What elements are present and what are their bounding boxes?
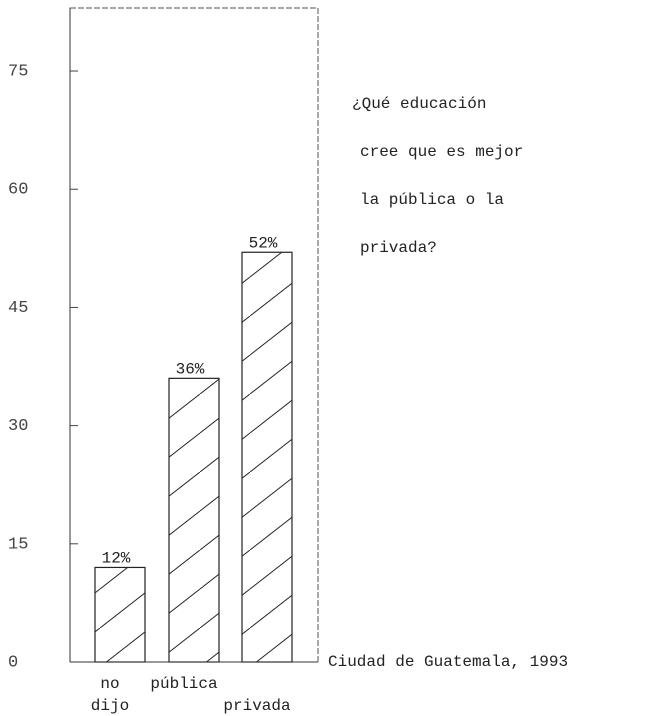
bar xyxy=(94,566,146,663)
question-line: la pública o la xyxy=(360,191,504,209)
note: Ciudad de Guatemala, 1993 xyxy=(328,653,568,671)
question-line: ¿Qué educación xyxy=(352,95,486,113)
y-tick-label: 75 xyxy=(8,63,28,82)
x-tick-label: pública xyxy=(150,675,218,693)
value-label: 52% xyxy=(249,234,278,252)
y-tick-label: 30 xyxy=(8,417,28,436)
question-line: privada? xyxy=(360,239,437,257)
x-tick-label: privada xyxy=(223,697,291,715)
bar xyxy=(168,377,220,663)
question-line: cree que es mejor xyxy=(360,143,523,161)
y-tick-label: 60 xyxy=(8,181,28,200)
y-tick-label: 15 xyxy=(8,535,28,554)
question: ¿Qué educación cree que es mejor la públic… xyxy=(352,95,523,257)
y-tick-label: 0 xyxy=(8,653,18,672)
y-tick-label: 45 xyxy=(8,299,28,318)
bar xyxy=(241,251,293,663)
value-label: 36% xyxy=(176,361,205,379)
x-tick-label: no dijo xyxy=(91,675,129,715)
value-label: 12% xyxy=(102,550,131,568)
